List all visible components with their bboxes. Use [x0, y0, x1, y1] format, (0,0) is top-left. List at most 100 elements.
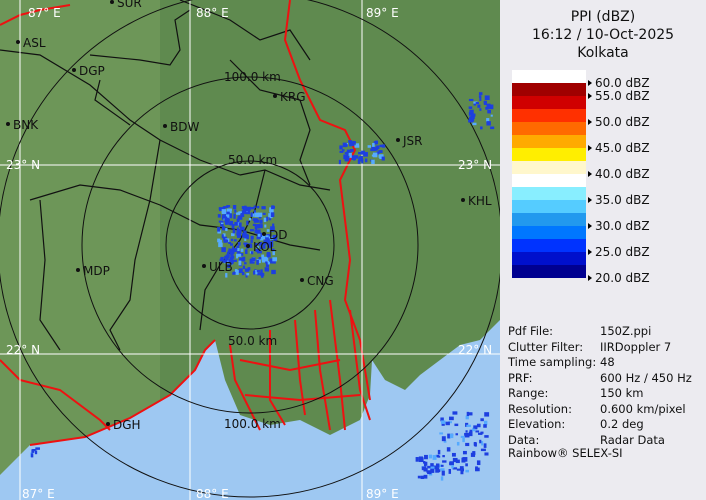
echo-pixel [218, 242, 223, 248]
echo-pixel [484, 452, 489, 456]
echo-pixel [265, 261, 268, 264]
range-label-100-north: 100.0 km [224, 70, 281, 84]
echo-pixel [244, 205, 247, 211]
echo-pixel [367, 145, 371, 148]
echo-pixel [372, 142, 375, 148]
place-label: BDW [170, 120, 199, 134]
echo-pixel [440, 476, 444, 481]
echo-pixel [487, 109, 492, 114]
echo-pixel [440, 417, 444, 422]
echo-pixel [257, 224, 263, 228]
legend-swatch [512, 148, 586, 161]
echo-pixel [238, 222, 242, 228]
echo-pixel [473, 425, 478, 429]
info-value: 600 Hz / 450 Hz [600, 370, 692, 385]
legend-swatch [512, 161, 586, 174]
echo-pixel [381, 156, 385, 161]
echo-pixel [233, 213, 236, 217]
echo-pixel [228, 248, 231, 252]
echo-pixel [481, 441, 484, 446]
echo-pixel [219, 207, 225, 212]
echo-pixel [272, 251, 275, 256]
echo-pixel [243, 242, 248, 245]
echo-pixel [478, 432, 483, 435]
echo-pixel [226, 252, 230, 257]
echo-pixel [372, 152, 378, 158]
echo-pixel [440, 464, 444, 467]
legend-label: 25.0 dBZ [588, 245, 650, 259]
echo-pixel [242, 232, 247, 238]
echo-pixel [445, 421, 450, 426]
place-marker [106, 422, 110, 426]
echo-pixel [461, 457, 466, 463]
echo-pixel [424, 454, 428, 460]
echo-pixel [456, 468, 462, 471]
echo-pixel [250, 229, 254, 232]
echo-pixel [358, 158, 361, 163]
echo-pixel [484, 435, 489, 438]
echo-pixel [476, 460, 481, 466]
echo-pixel [230, 261, 234, 265]
legend-swatch [512, 200, 586, 213]
echo-pixel [268, 213, 273, 218]
place-marker [72, 68, 76, 72]
echo-pixel [237, 242, 241, 246]
info-value: 48 [600, 355, 615, 369]
echo-pixel [240, 213, 245, 217]
echo-pixel [254, 270, 258, 275]
echo-pixel [475, 467, 480, 472]
echo-pixel [465, 442, 470, 447]
echo-pixel [221, 226, 226, 231]
place-label: ULB [209, 260, 233, 274]
echo-pixel [264, 267, 270, 272]
echo-pixel [31, 449, 35, 453]
echo-pixel [251, 257, 256, 262]
place-label: ASL [23, 36, 46, 50]
echo-pixel [261, 206, 266, 210]
echo-pixel [228, 241, 232, 245]
echo-pixel [254, 212, 260, 218]
info-panel: PPI (dBZ) 16:12 / 10-Oct-2025 Kolkata 60… [500, 0, 706, 500]
echo-pixel [344, 144, 348, 147]
echo-pixel [472, 451, 476, 454]
echo-pixel [257, 233, 261, 237]
info-value: 0.2 deg [600, 417, 644, 431]
echo-pixel [248, 206, 252, 210]
legend-swatch [512, 213, 586, 226]
echo-pixel [488, 104, 494, 110]
radar-map[interactable]: 50.0 km 100.0 km 50.0 km 100.0 km 87° E … [0, 0, 500, 500]
legend-label: 35.0 dBZ [588, 193, 650, 207]
echo-pixel [490, 114, 493, 117]
echo-pixel [351, 155, 357, 161]
echo-pixel [477, 104, 481, 108]
place-marker [202, 264, 206, 268]
legend-label: 45.0 dBZ [588, 141, 650, 155]
echo-pixel [432, 455, 437, 460]
echo-pixel [440, 468, 445, 471]
echo-pixel [236, 221, 240, 226]
echo-pixel [236, 218, 240, 223]
echo-pixel [451, 452, 456, 457]
echo-pixel [261, 254, 265, 259]
echo-pixel [465, 430, 468, 433]
place-label: KOL [253, 240, 277, 254]
lat-label-22-right: 22° N [458, 343, 492, 357]
echo-pixel [244, 237, 247, 241]
echo-pixel [34, 450, 38, 455]
echo-pixel [250, 251, 254, 255]
echo-pixel [237, 253, 242, 257]
echo-pixel [236, 229, 242, 234]
legend-label: 20.0 dBZ [588, 271, 650, 285]
echo-pixel [218, 239, 222, 244]
echo-pixel [465, 415, 469, 420]
echo-pixel [224, 257, 228, 260]
echo-pixel [221, 247, 226, 253]
echo-pixel [259, 246, 263, 250]
echo-pixel [265, 262, 270, 268]
echo-pixel [415, 457, 419, 462]
echo-pixel [222, 236, 228, 239]
info-key: Data: [508, 432, 540, 447]
echo-pixel [466, 411, 470, 416]
echo-pixel [423, 474, 428, 479]
echo-pixel [348, 140, 353, 143]
